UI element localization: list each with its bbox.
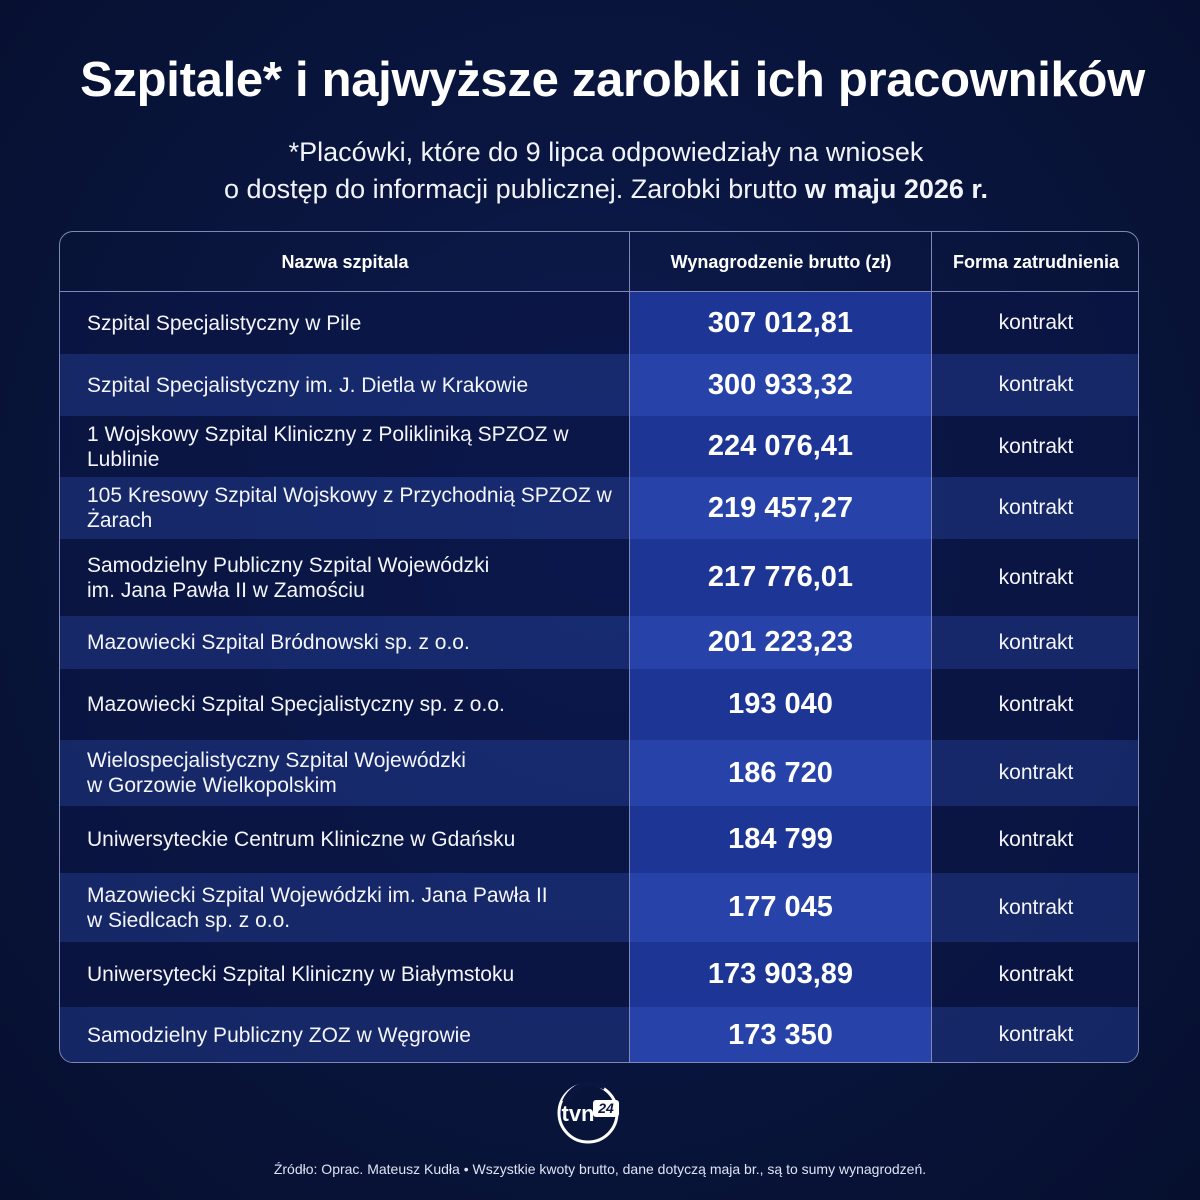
subtitle-line-2-text: o dostęp do informacji publicznej. Zarob…	[224, 174, 805, 204]
logo-badge: 24	[597, 1100, 614, 1116]
salary-cell-background	[630, 616, 931, 669]
page-title: Szpitale* i najwyższe zarobki ich pracow…	[80, 53, 1145, 107]
salary-cell-background	[630, 942, 931, 1007]
salary-cell-background	[630, 539, 931, 616]
logo-text: tvn	[562, 1101, 595, 1126]
employment-form: kontrakt	[998, 692, 1074, 716]
source-footer: Źródło: Oprac. Mateusz Kudła • Wszystkie…	[273, 1161, 927, 1177]
column-header-employment-form: Forma zatrudnienia	[952, 251, 1120, 272]
employment-form: kontrakt	[998, 630, 1074, 654]
table-row: Samodzielny Publiczny ZOZ w Węgrowie 173 …	[60, 1007, 1138, 1062]
salary-value: 186 720	[728, 756, 833, 789]
hospital-name: Szpital Specjalistyczny im. J. Dietla w …	[87, 373, 529, 397]
employment-form: kontrakt	[998, 496, 1074, 519]
table-row: Uniwersytecki Szpital Kliniczny w Białym…	[60, 942, 1138, 1007]
salary-value: 307 012,81	[707, 306, 854, 339]
employment-form: kontrakt	[998, 373, 1074, 396]
table-row: Mazowiecki Szpital Specjalistyczny sp. z…	[60, 669, 1138, 740]
salary-cell-background	[630, 477, 931, 539]
salary-cell-background	[630, 1007, 931, 1062]
employment-form: kontrakt	[998, 895, 1074, 919]
table-row: Uniwersyteckie Centrum Kliniczne w Gdańs…	[60, 806, 1138, 873]
salary-cell-background	[630, 740, 931, 806]
table-row: Mazowiecki Szpital Wojewódzki im. Jana P…	[60, 873, 1138, 942]
salary-value: 173 903,89	[707, 958, 854, 990]
employment-form: kontrakt	[998, 761, 1074, 784]
employment-form: kontrakt	[998, 827, 1074, 851]
subtitle-line-2: o dostęp do informacji publicznej. Zarob…	[12, 171, 1200, 208]
salary-value: 177 045	[728, 891, 833, 923]
hospital-name: 1 Wojskowy Szpital Kliniczny z Poliklini…	[87, 422, 569, 471]
column-header-name: Nazwa szpitala	[281, 251, 409, 272]
table-row: Szpital Specjalistyczny w Pile 307 012,81…	[60, 292, 1138, 354]
salary-cell-background	[630, 873, 931, 942]
hospital-name: Wielospecjalistyczny Szpital Wojewódzki …	[87, 749, 466, 797]
salary-cell-background	[630, 669, 931, 740]
employment-form: kontrakt	[998, 565, 1074, 589]
salary-value: 201 223,23	[707, 626, 854, 658]
hospital-name: 105 Kresowy Szpital Wojskowy z Przychodn…	[87, 484, 612, 532]
hospital-name: Szpital Specjalistyczny w Pile	[87, 311, 362, 335]
salary-cell-background	[630, 292, 931, 354]
hospital-name: Uniwersyteckie Centrum Kliniczne w Gdańs…	[87, 828, 516, 851]
hospital-name: Samodzielny Publiczny ZOZ w Węgrowie	[87, 1023, 471, 1047]
salary-cell-background	[630, 416, 931, 477]
hospital-name: Samodzielny Publiczny Szpital Wojewódzki…	[87, 553, 490, 602]
hospital-name: Mazowiecki Szpital Wojewódzki im. Jana P…	[87, 883, 548, 932]
employment-form: kontrakt	[998, 311, 1074, 334]
table-row: Wielospecjalistyczny Szpital Wojewódzki …	[60, 740, 1138, 806]
column-divider	[629, 232, 630, 1062]
salary-value: 173 350	[728, 1018, 833, 1051]
salary-value: 184 799	[728, 823, 833, 855]
page-subtitle: *Placówki, które do 9 lipca odpowiedział…	[0, 134, 1200, 208]
hospital-name: Mazowiecki Szpital Bródnowski sp. z o.o.	[87, 631, 470, 654]
employment-form: kontrakt	[998, 1023, 1074, 1046]
employment-form: kontrakt	[998, 962, 1074, 986]
salary-cell-background	[630, 354, 931, 416]
column-header-salary: Wynagrodzenie brutto (zł)	[670, 251, 892, 272]
table-row: Mazowiecki Szpital Bródnowski sp. z o.o.…	[60, 616, 1138, 669]
column-divider	[931, 232, 932, 1062]
tvn24-logo: tvn 24	[553, 1078, 623, 1148]
salary-table: Nazwa szpitala Wynagrodzenie brutto (zł)…	[59, 231, 1139, 1063]
salary-value: 224 076,41	[707, 430, 854, 462]
salary-value: 219 457,27	[707, 491, 854, 524]
table-row: Szpital Specjalistyczny im. J. Dietla w …	[60, 354, 1138, 416]
subtitle-date: w maju 2026 r.	[804, 174, 988, 204]
employment-form: kontrakt	[998, 434, 1074, 458]
table-header: Nazwa szpitala Wynagrodzenie brutto (zł)…	[60, 232, 1138, 292]
salary-value: 217 776,01	[707, 561, 854, 593]
table-row: 1 Wojskowy Szpital Kliniczny z Poliklini…	[60, 416, 1138, 477]
subtitle-line-1: *Placówki, które do 9 lipca odpowiedział…	[288, 137, 924, 167]
salary-value: 300 933,32	[707, 368, 854, 401]
table-row: Samodzielny Publiczny Szpital Wojewódzki…	[60, 539, 1138, 616]
salary-value: 193 040	[728, 688, 833, 720]
salary-cell-background	[630, 806, 931, 873]
hospital-name: Uniwersytecki Szpital Kliniczny w Białym…	[87, 963, 515, 986]
table-row: 105 Kresowy Szpital Wojskowy z Przychodn…	[60, 477, 1138, 539]
hospital-name: Mazowiecki Szpital Specjalistyczny sp. z…	[87, 693, 505, 716]
